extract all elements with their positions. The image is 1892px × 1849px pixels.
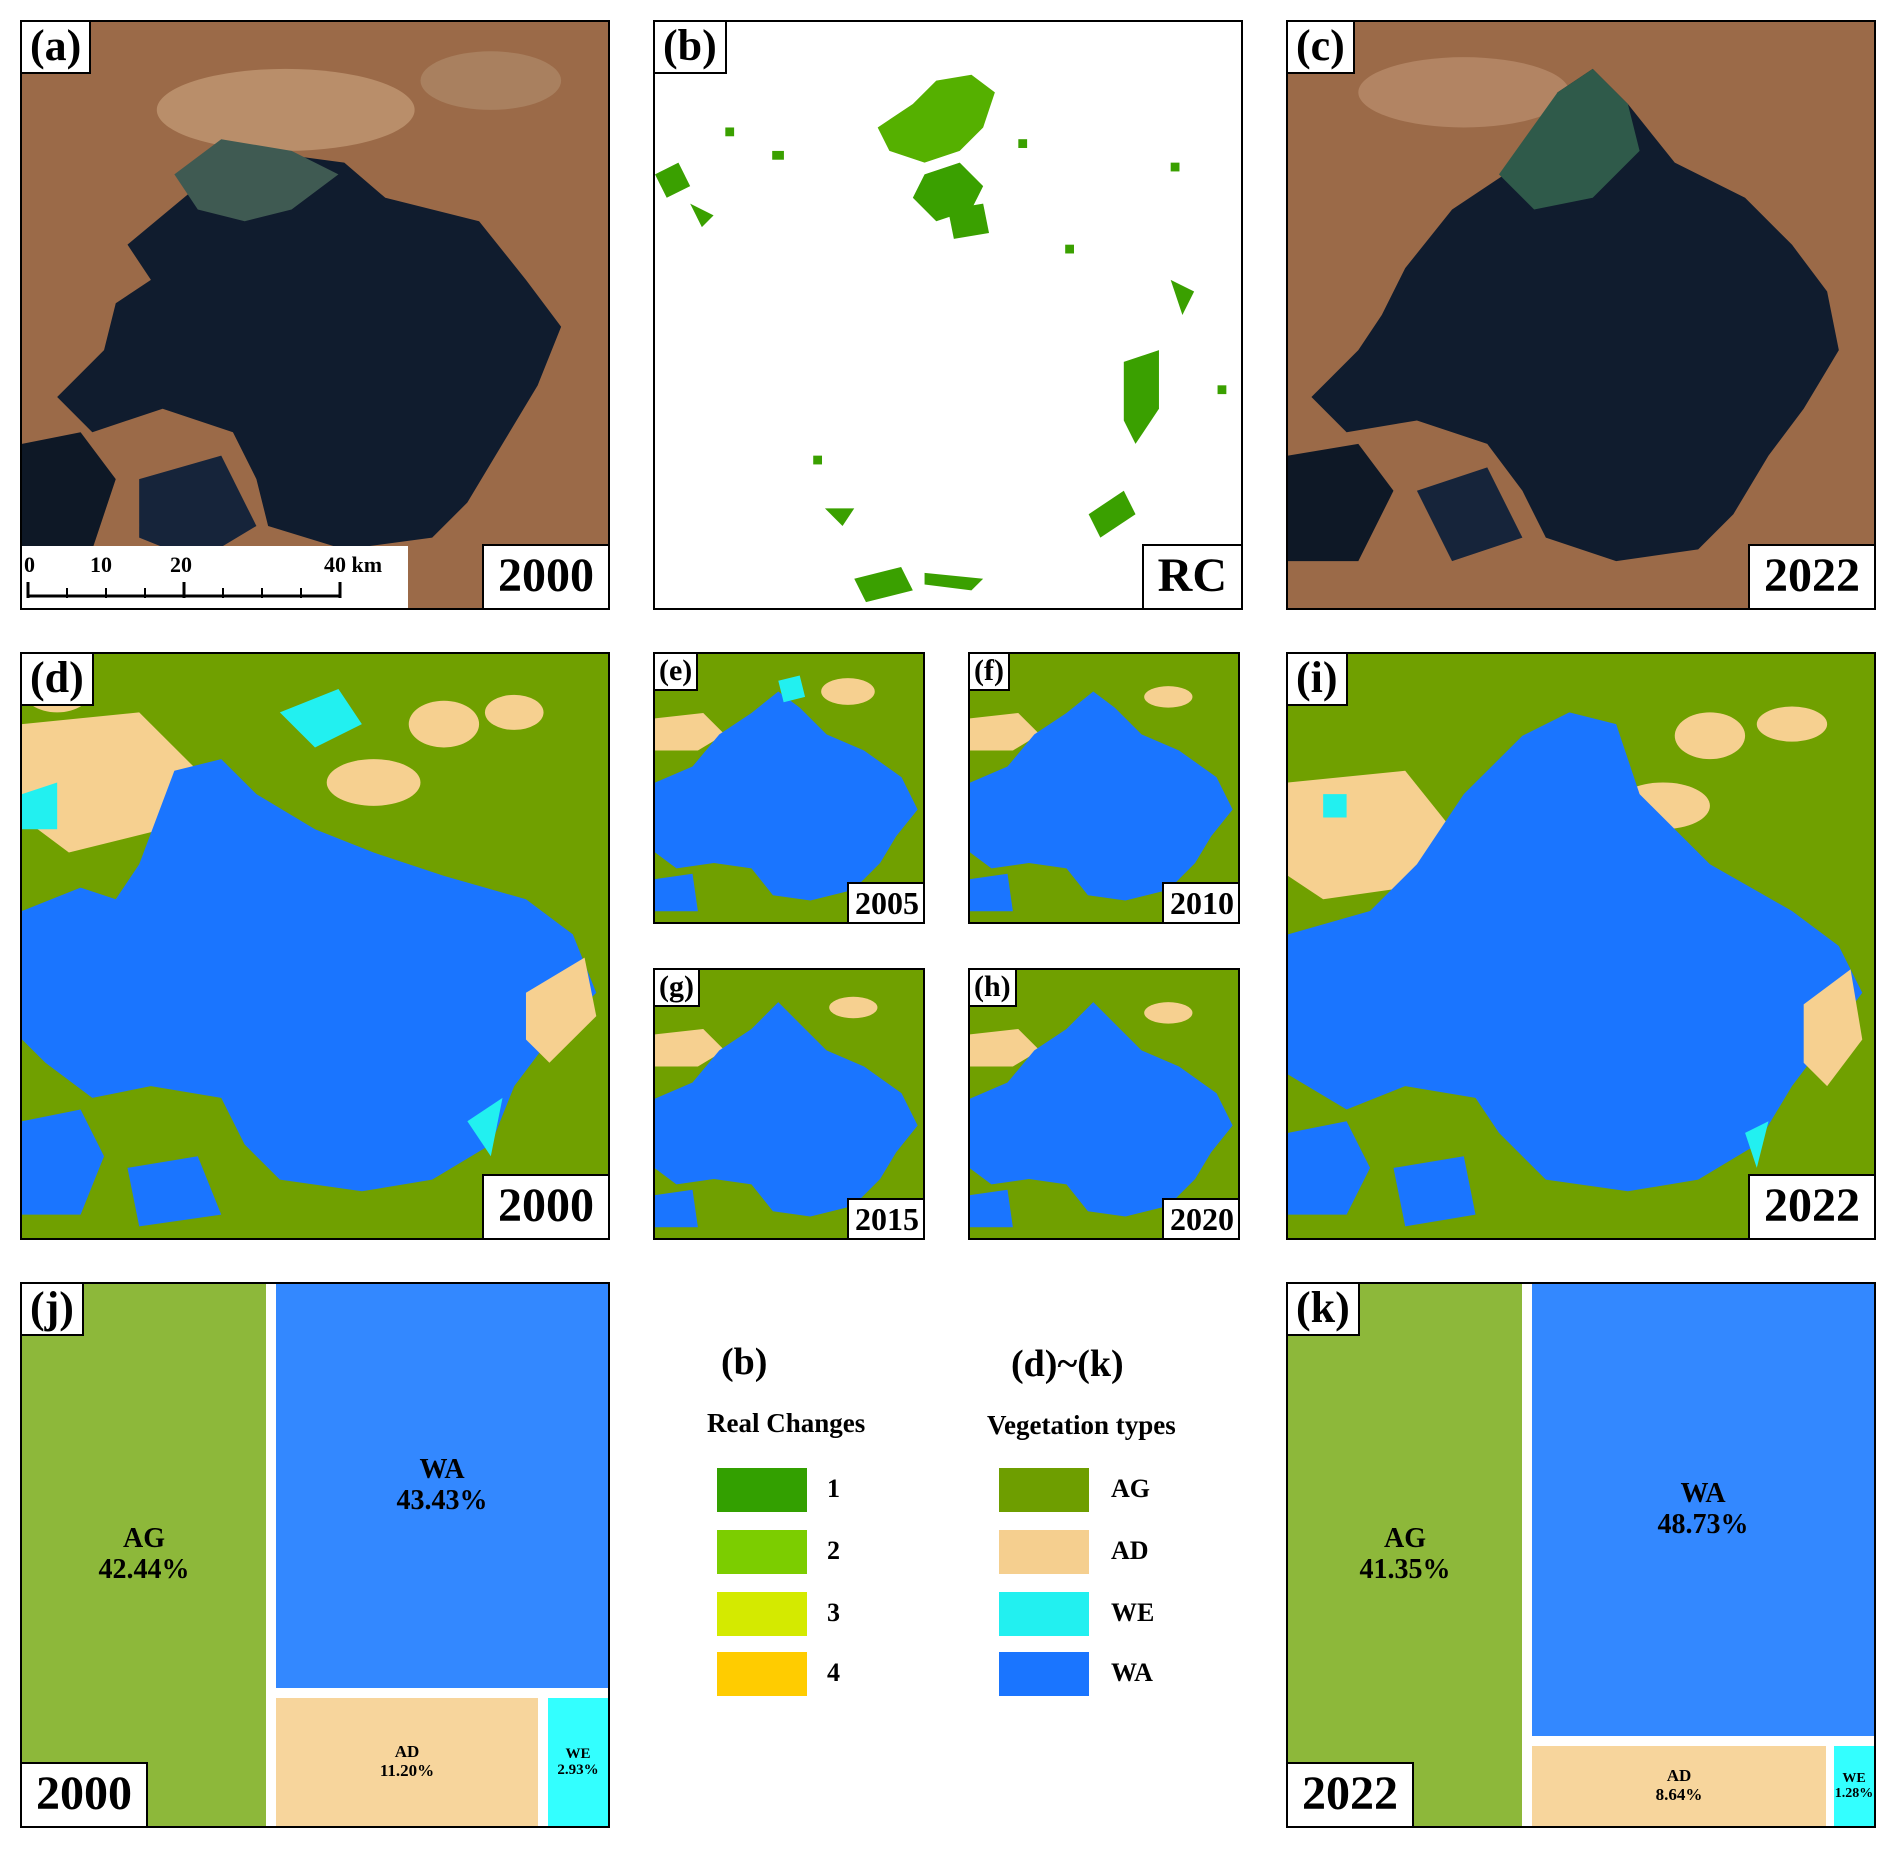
cell-name: AD [394,1742,420,1762]
vegetation-map-2015 [655,970,923,1238]
legend-label-rc-4: 4 [827,1658,840,1687]
year-label: 2022 [1288,1762,1414,1826]
panel-label: (k) [1288,1284,1360,1336]
scale-tick-40: 40 km [324,552,383,577]
legend-swatch-ad [999,1530,1089,1574]
treemap-cell-we: WE 1.28% [1834,1746,1874,1826]
panel-label: (d) [22,654,94,706]
cell-pct: 1.28% [1834,1786,1874,1801]
panel-label: (c) [1288,22,1355,74]
panel-d-classification-2000: (d) 2000 [20,652,610,1240]
legend-veg-header: (d)~(k) [1011,1343,1124,1385]
panel-label: (e) [655,654,699,691]
rc-label: RC [1141,544,1241,608]
panel-label: (f) [970,654,1010,691]
panel-label: (i) [1288,654,1348,706]
year-label: 2022 [1748,1174,1874,1238]
scale-tick-20: 20 [170,552,192,577]
panel-g-classification-2015: (g) 2015 [653,968,925,1240]
treemap-cell-wa: WA 43.43% [276,1284,608,1688]
panel-e-classification-2005: (e) 2005 [653,652,925,924]
cell-pct: 43.43% [396,1485,488,1516]
year-label: 2005 [847,882,923,922]
treemap-cell-ad: AD 8.64% [1532,1746,1826,1826]
panel-label: (j) [22,1284,84,1336]
panel-a-satellite-2000: (a) 0 10 20 40 km 2000 [20,20,610,610]
scale-bar: 0 10 20 40 km [22,546,408,608]
scale-tick-10: 10 [90,552,112,577]
legend-label-we: WE [1111,1598,1155,1627]
year-label: 2000 [482,1174,608,1238]
year-label: 2000 [22,1762,148,1826]
vegetation-map-2022 [1288,654,1874,1238]
satellite-image-2022 [1288,22,1874,608]
legend-label-rc-1: 1 [827,1474,840,1503]
vegetation-map-2020 [970,970,1238,1238]
panel-label: (h) [970,970,1017,1007]
panel-i-classification-2022: (i) 2022 [1286,652,1876,1240]
vegetation-map-2000 [22,654,608,1238]
legend-swatch-we [999,1592,1089,1636]
cell-name: WE [1842,1770,1866,1786]
panel-j-treemap-2000: AG 42.44% WA 43.43% AD 11.20% WE 2.93% (… [20,1282,610,1828]
panel-c-satellite-2022: (c) 2022 [1286,20,1876,610]
legend-swatch-rc-4 [717,1652,807,1696]
year-label: 2020 [1162,1198,1238,1238]
panel-label: (a) [22,22,92,74]
legend-swatch-rc-3 [717,1592,807,1636]
scale-ruler [26,582,342,598]
legend-label-ad: AD [1111,1536,1149,1565]
treemap-cell-ad: AD 11.20% [276,1698,538,1826]
cell-name: AG [1384,1523,1426,1555]
cell-pct: 11.20% [379,1761,435,1780]
cell-pct: 41.35% [1359,1554,1451,1585]
panel-label: (g) [655,970,700,1007]
legend-label-ag: AG [1111,1474,1150,1503]
legend-rc-header: (b) [721,1341,768,1383]
cell-pct: 8.64% [1655,1785,1703,1804]
panel-label: (b) [655,22,727,74]
treemap-cell-ag: AG 42.44% [22,1284,266,1826]
scale-tick-0: 0 [24,552,35,577]
vegetation-map-2010 [970,654,1238,922]
cell-name: WA [1680,1478,1726,1510]
cell-name: WA [419,1454,465,1486]
panel-h-classification-2020: (h) 2020 [968,968,1240,1240]
legend-swatch-rc-2 [717,1530,807,1574]
year-label: 2022 [1748,544,1874,608]
legend-swatch-rc-1 [717,1468,807,1512]
treemap-cell-ag: AG 41.35% [1288,1284,1522,1826]
legend-label-rc-3: 3 [827,1598,840,1627]
year-label: 2000 [482,544,608,608]
treemap-cell-wa: WA 48.73% [1532,1284,1874,1736]
satellite-image-2000 [22,22,608,608]
legend-swatch-ag [999,1468,1089,1512]
real-changes-map [655,22,1241,608]
panel-b-real-changes: (b) RC [653,20,1243,610]
cell-pct: 48.73% [1657,1509,1749,1540]
year-label: 2015 [847,1198,923,1238]
panel-k-treemap-2022: AG 41.35% WA 48.73% AD 8.64% WE 1.28% (k… [1286,1282,1876,1828]
treemap-cell-we: WE 2.93% [548,1698,608,1826]
legend-veg-title: Vegetation types [987,1410,1176,1440]
legend-swatch-wa [999,1652,1089,1696]
legend-label-wa: WA [1111,1658,1153,1687]
year-label: 2010 [1162,882,1238,922]
cell-pct: 2.93% [557,1762,599,1778]
cell-name: AG [123,1523,165,1555]
legend-label-rc-2: 2 [827,1536,840,1565]
cell-name: AD [1666,1766,1692,1786]
cell-pct: 42.44% [98,1554,190,1585]
vegetation-map-2005 [655,654,923,922]
legend: (b) Real Changes (d)~(k) Vegetation type… [653,1282,1243,1828]
legend-rc-title: Real Changes [707,1408,866,1438]
panel-f-classification-2010: (f) 2010 [968,652,1240,924]
cell-name: WE [565,1745,591,1762]
